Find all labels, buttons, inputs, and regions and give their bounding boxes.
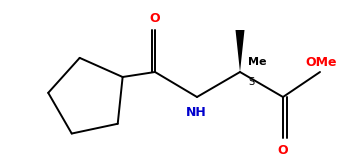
Polygon shape	[236, 30, 245, 72]
Text: O: O	[150, 12, 160, 24]
Text: OMe: OMe	[305, 55, 337, 68]
Text: S: S	[248, 77, 254, 87]
Text: NH: NH	[186, 105, 206, 119]
Text: Me: Me	[248, 57, 267, 67]
Text: O: O	[278, 143, 288, 156]
